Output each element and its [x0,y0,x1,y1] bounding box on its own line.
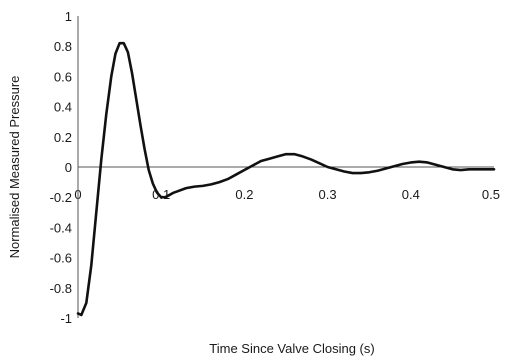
x-tick-label: 0.2 [235,187,253,202]
y-tick-label: 0.4 [54,100,72,115]
y-tick-label: -0.2 [50,190,72,205]
y-tick-labels: 1 0.8 0.6 0.4 0.2 0 -0.2 -0.4 -0.6 -0.8 -1 [50,9,72,326]
y-tick-label: -0.6 [50,251,72,266]
y-tick-label: 0.2 [54,130,72,145]
y-tick-label: -0.4 [50,220,72,235]
x-tick-label: 0.5 [482,187,500,202]
y-tick-label: -0.8 [50,281,72,296]
y-tick-label: 0 [65,160,72,175]
y-tick-label: 1 [65,9,72,24]
y-tick-label: 0.6 [54,69,72,84]
x-tick-label: 0.4 [402,187,420,202]
series-line [76,41,496,317]
x-axis-title: Time Since Valve Closing (s) [209,341,374,356]
x-tick-label: 0.3 [319,187,337,202]
y-tick-label: -1 [60,311,72,326]
x-tick-labels: 00.10.20.30.40.5 [74,187,500,202]
y-tick-label: 0.8 [54,39,72,54]
y-axis-title: Normalised Measured Pressure [7,76,22,259]
